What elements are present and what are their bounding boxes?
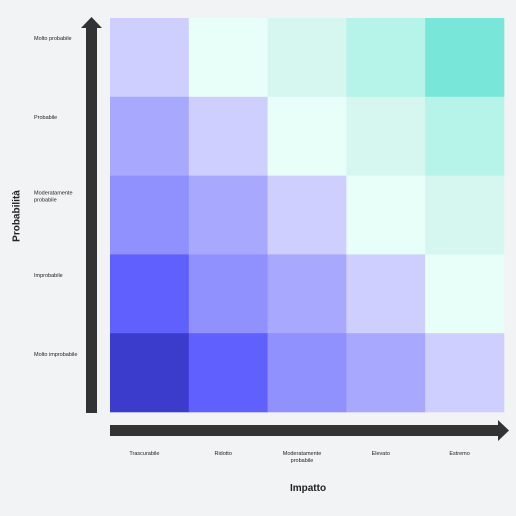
y-axis-arrowhead — [81, 17, 102, 28]
matrix-cell — [267, 333, 347, 413]
column-label: Moderatamente probabile — [282, 451, 322, 464]
column-label: Elevato — [371, 451, 390, 457]
matrix-cell — [188, 18, 268, 98]
matrix-cell — [425, 96, 505, 176]
y-axis-arrow — [86, 26, 97, 413]
matrix-cell — [110, 333, 190, 413]
row-label: Improbabile — [34, 272, 63, 279]
matrix-cell — [188, 254, 268, 334]
row-label: Molto improbabile — [34, 351, 78, 358]
matrix-cell — [110, 18, 190, 98]
matrix-cell — [267, 175, 347, 255]
matrix-cell — [346, 175, 426, 255]
x-axis-arrow — [110, 425, 500, 436]
matrix-cell — [346, 254, 426, 334]
matrix-cell — [267, 96, 347, 176]
matrix-cell — [346, 333, 426, 413]
cells — [110, 18, 505, 413]
matrix-cell — [267, 254, 347, 334]
matrix-cell — [425, 18, 505, 98]
matrix-cell — [346, 18, 426, 98]
matrix-cell — [188, 175, 268, 255]
x-axis-arrowhead — [498, 420, 509, 441]
matrix-cell — [110, 175, 190, 255]
matrix-cell — [188, 333, 268, 413]
row-label: Molto probabile — [34, 36, 72, 43]
matrix-cell — [425, 175, 505, 255]
row-label: Probabile — [34, 114, 58, 121]
matrix-cell — [110, 96, 190, 176]
x-axis-title: Impatto — [289, 483, 327, 494]
column-label: Trascurabile — [129, 451, 160, 457]
column-label: Ridotto — [214, 451, 232, 457]
matrix-cell — [425, 333, 505, 413]
row-label: Moderatamente probabile — [34, 190, 73, 204]
matrix-cell — [188, 96, 268, 176]
column-label: Estremo — [449, 451, 470, 457]
y-axis-title: Probabilità — [11, 190, 23, 242]
matrix-cell — [110, 254, 190, 334]
matrix-cell — [267, 18, 347, 98]
matrix-cell — [425, 254, 505, 334]
matrix-cell — [346, 96, 426, 176]
